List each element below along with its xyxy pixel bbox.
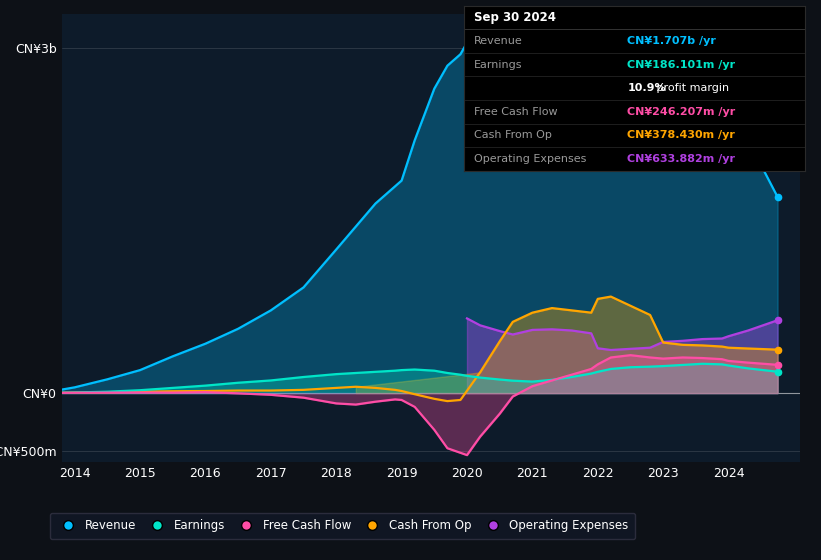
- Legend: Revenue, Earnings, Free Cash Flow, Cash From Op, Operating Expenses: Revenue, Earnings, Free Cash Flow, Cash …: [50, 513, 635, 539]
- Text: profit margin: profit margin: [653, 83, 729, 93]
- Text: CN¥378.430m /yr: CN¥378.430m /yr: [627, 130, 736, 141]
- Text: Sep 30 2024: Sep 30 2024: [474, 11, 556, 24]
- Text: 10.9%: 10.9%: [627, 83, 666, 93]
- Text: Operating Expenses: Operating Expenses: [474, 154, 586, 164]
- Text: CN¥633.882m /yr: CN¥633.882m /yr: [627, 154, 736, 164]
- Text: CN¥1.707b /yr: CN¥1.707b /yr: [627, 36, 716, 46]
- Text: CN¥186.101m /yr: CN¥186.101m /yr: [627, 59, 736, 69]
- Text: Revenue: Revenue: [474, 36, 523, 46]
- Text: CN¥246.207m /yr: CN¥246.207m /yr: [627, 107, 736, 117]
- Text: Earnings: Earnings: [474, 59, 523, 69]
- Text: Free Cash Flow: Free Cash Flow: [474, 107, 557, 117]
- Text: Cash From Op: Cash From Op: [474, 130, 552, 141]
